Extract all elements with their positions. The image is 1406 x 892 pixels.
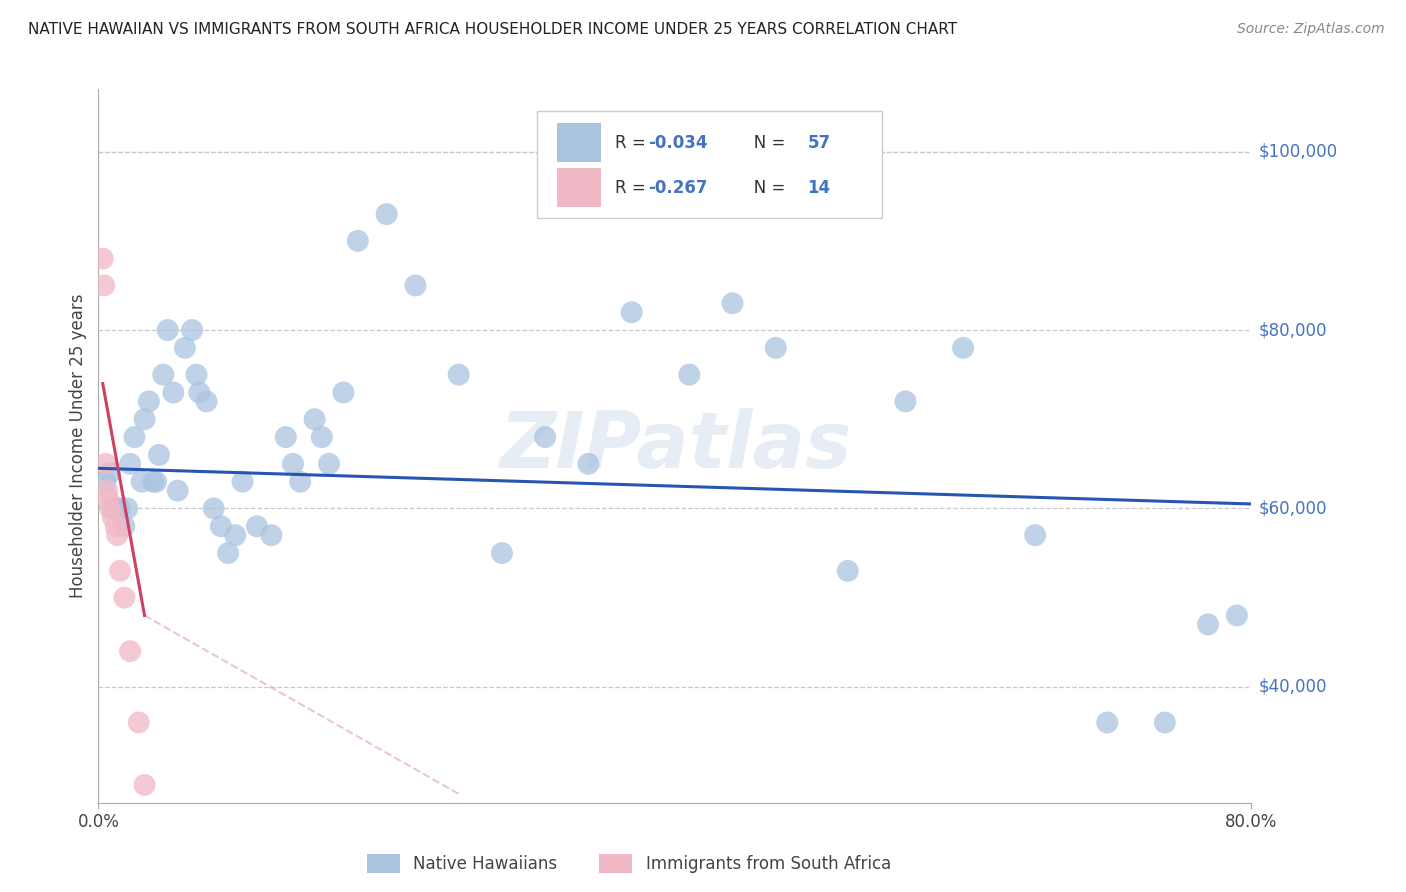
Point	[96, 483, 118, 498]
Point	[894, 394, 917, 409]
Point	[162, 385, 184, 400]
Text: -0.267: -0.267	[648, 178, 707, 196]
Point	[195, 394, 218, 409]
Point	[105, 528, 128, 542]
Point	[1153, 715, 1175, 730]
Point	[117, 501, 138, 516]
Point	[148, 448, 170, 462]
Point	[152, 368, 174, 382]
Point	[1097, 715, 1119, 730]
Point	[93, 278, 115, 293]
Point	[202, 501, 225, 516]
Point	[181, 323, 204, 337]
Point	[104, 519, 127, 533]
Point	[231, 475, 254, 489]
Text: ZIPatlas: ZIPatlas	[499, 408, 851, 484]
Point	[145, 475, 167, 489]
Point	[105, 501, 128, 516]
Point	[94, 475, 117, 489]
Point	[290, 475, 312, 489]
Point	[447, 368, 470, 382]
Point	[174, 341, 197, 355]
Point	[534, 430, 557, 444]
Point	[112, 591, 135, 605]
Point	[765, 341, 787, 355]
Point	[94, 457, 117, 471]
Point	[217, 546, 239, 560]
Text: R =: R =	[614, 134, 651, 152]
Point	[281, 457, 304, 471]
Point	[120, 457, 142, 471]
Point	[101, 501, 124, 516]
Text: N =: N =	[738, 134, 792, 152]
Text: $60,000: $60,000	[1258, 500, 1327, 517]
Text: $100,000: $100,000	[1258, 143, 1337, 161]
Point	[346, 234, 368, 248]
Point	[108, 501, 131, 516]
Point	[311, 430, 333, 444]
Text: NATIVE HAWAIIAN VS IMMIGRANTS FROM SOUTH AFRICA HOUSEHOLDER INCOME UNDER 25 YEAR: NATIVE HAWAIIAN VS IMMIGRANTS FROM SOUTH…	[28, 22, 957, 37]
Text: R =: R =	[614, 178, 651, 196]
Text: N =: N =	[738, 178, 792, 196]
Point	[952, 341, 974, 355]
Point	[128, 715, 150, 730]
Point	[142, 475, 165, 489]
FancyBboxPatch shape	[537, 111, 883, 218]
Point	[620, 305, 643, 319]
Point	[101, 510, 124, 524]
Point	[837, 564, 859, 578]
Point	[274, 430, 297, 444]
Point	[1024, 528, 1046, 542]
Text: -0.034: -0.034	[648, 134, 707, 152]
Point	[188, 385, 211, 400]
Text: 57: 57	[807, 134, 831, 152]
Point	[156, 323, 179, 337]
Y-axis label: Householder Income Under 25 years: Householder Income Under 25 years	[69, 293, 87, 599]
Point	[138, 394, 160, 409]
Point	[304, 412, 326, 426]
Point	[124, 430, 146, 444]
Point	[224, 528, 246, 542]
Point	[1197, 617, 1219, 632]
Point	[260, 528, 283, 542]
Point	[98, 466, 121, 480]
Point	[108, 564, 131, 578]
Text: $80,000: $80,000	[1258, 321, 1327, 339]
Point	[134, 778, 156, 792]
Point	[209, 519, 232, 533]
Point	[112, 519, 135, 533]
Point	[166, 483, 188, 498]
Legend: Native Hawaiians, Immigrants from South Africa: Native Hawaiians, Immigrants from South …	[360, 847, 897, 880]
Point	[405, 278, 427, 293]
Point	[318, 457, 340, 471]
Point	[578, 457, 600, 471]
Point	[246, 519, 269, 533]
Point	[491, 546, 513, 560]
Text: Source: ZipAtlas.com: Source: ZipAtlas.com	[1237, 22, 1385, 37]
Point	[98, 501, 121, 516]
Point	[375, 207, 398, 221]
FancyBboxPatch shape	[557, 123, 602, 162]
Text: 14: 14	[807, 178, 831, 196]
FancyBboxPatch shape	[557, 168, 602, 207]
Point	[134, 412, 156, 426]
Point	[131, 475, 153, 489]
Point	[1226, 608, 1249, 623]
Point	[120, 644, 142, 658]
Point	[91, 252, 114, 266]
Point	[186, 368, 208, 382]
Point	[97, 492, 120, 507]
Point	[332, 385, 354, 400]
Point	[721, 296, 744, 310]
Text: $40,000: $40,000	[1258, 678, 1327, 696]
Point	[678, 368, 700, 382]
